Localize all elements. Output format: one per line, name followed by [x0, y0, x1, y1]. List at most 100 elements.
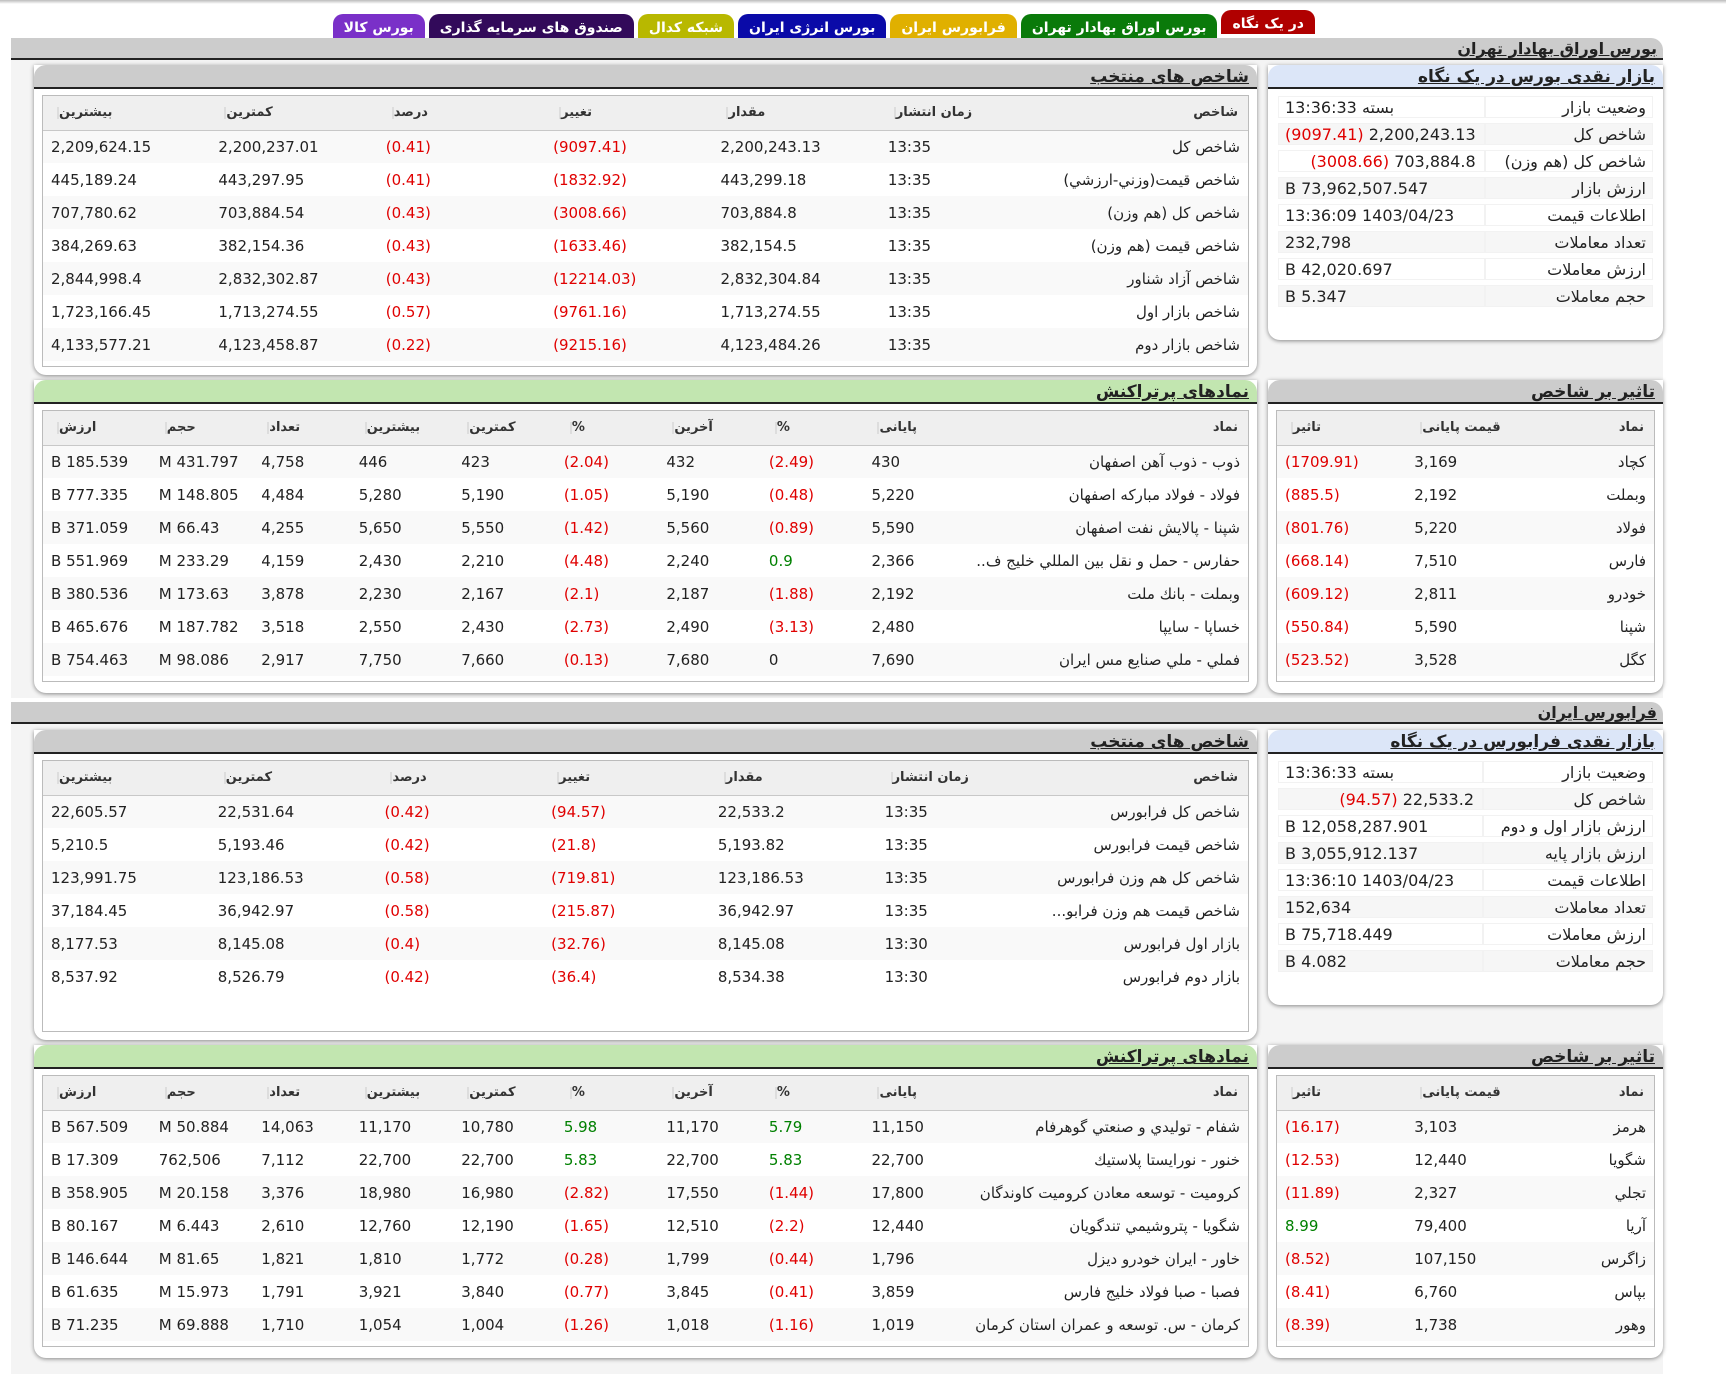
tab-tehran-stock-exchange[interactable]: بورس اوراق بهادار تهران: [1020, 14, 1218, 42]
symbol-cell[interactable]: تجلي: [1524, 1176, 1654, 1209]
column-resize-handle[interactable]: [569, 421, 572, 434]
ifb-active-title[interactable]: نمادهای پرتراکنش: [34, 1045, 1257, 1069]
column-resize-handle[interactable]: [223, 771, 226, 784]
table-row[interactable]: وهور 1,738 (8.39): [1277, 1308, 1654, 1341]
tse-glance-title[interactable]: بازار نقدی بورس در یک نگاه: [1268, 65, 1663, 89]
symbol-cell[interactable]: شاخص بازار دوم: [1024, 328, 1248, 361]
column-header[interactable]: %: [555, 411, 659, 446]
column-resize-handle[interactable]: [57, 106, 59, 119]
column-resize-handle[interactable]: [877, 421, 880, 434]
symbol-cell[interactable]: زاگرس: [1524, 1242, 1654, 1275]
tab-codal[interactable]: شبکه کدال: [637, 14, 734, 42]
symbol-cell[interactable]: شاخص کل: [1024, 130, 1248, 163]
symbol-cell[interactable]: حفارس - حمل و نقل بین المللي خلیج ف..: [976, 551, 1240, 570]
table-row[interactable]: شپنا - پالایش نفت اصفهان 5,590 (0.89) 5,560…: [43, 511, 1248, 544]
symbol-cell[interactable]: فملي - ملي صنايع مس ايران: [950, 643, 1248, 676]
column-header[interactable]: تغییر: [545, 96, 713, 131]
column-header[interactable]: تغییر: [543, 761, 710, 796]
table-row[interactable]: شاخص قیمت هم وزن فرابو... 13:35 36,942.97 (…: [43, 894, 1248, 927]
column-resize-handle[interactable]: [57, 771, 59, 784]
symbol-cell[interactable]: ذوب - ذوب آهن اصفهان: [950, 445, 1248, 478]
column-header[interactable]: کمترین: [210, 96, 378, 131]
column-header[interactable]: شاخص: [1021, 761, 1248, 796]
tab-energy-exchange[interactable]: بورس انرژی ایران: [738, 14, 887, 42]
symbol-cell[interactable]: شپنا - پالایش نفت اصفهان: [950, 511, 1248, 544]
symbol-cell[interactable]: بازار اول فرابورس: [1021, 927, 1248, 960]
symbol-cell[interactable]: وبملت - بانك ملت: [950, 577, 1248, 610]
symbol-cell[interactable]: كروميت - توسعه معادن كروميت كاوندگان: [950, 1176, 1248, 1209]
table-row[interactable]: فملي - ملي صنايع مس ايران 7,690 0 7,680 (0.1…: [43, 643, 1248, 676]
tab-commodity-exchange[interactable]: بورس کالا: [332, 14, 425, 42]
column-header[interactable]: مقدار: [712, 96, 880, 131]
table-row[interactable]: شاخص کل 13:35 2,200,243.13 (9097.41) (0.41) 2…: [43, 130, 1248, 163]
column-resize-handle[interactable]: [774, 421, 777, 434]
symbol-cell[interactable]: فارس: [1608, 551, 1646, 570]
column-header[interactable]: درصد: [377, 96, 546, 131]
column-resize-handle[interactable]: [723, 771, 726, 784]
column-header[interactable]: پایانی: [863, 411, 951, 446]
symbol-cell[interactable]: شاخص آزاد شناور: [1024, 262, 1248, 295]
column-header[interactable]: بیشترین: [43, 761, 210, 796]
table-row[interactable]: کگل 3,528 (523.52): [1277, 643, 1654, 676]
symbol-cell[interactable]: شاخص بازار اول: [1135, 302, 1240, 321]
column-header[interactable]: آخرین: [658, 411, 761, 446]
column-resize-handle[interactable]: [1420, 1086, 1423, 1099]
column-header[interactable]: نماد: [1524, 411, 1654, 446]
column-resize-handle[interactable]: [1291, 1086, 1293, 1099]
ifb-impact-title[interactable]: تاثیر بر شاخص: [1268, 1045, 1663, 1069]
column-header[interactable]: مقدار: [709, 761, 877, 796]
column-header[interactable]: تعداد: [253, 1076, 351, 1111]
column-resize-handle[interactable]: [224, 106, 227, 119]
table-row[interactable]: فصبا - صبا فولاد خليج فارس 3,859 (0.41) 3,8…: [43, 1275, 1248, 1308]
table-row[interactable]: كروميت - توسعه معادن كروميت كاوندگان 17,8…: [43, 1176, 1248, 1209]
table-row[interactable]: خاور - ايران خودرو ديزل 1,796 (0.44) 1,799(…: [43, 1242, 1248, 1275]
column-header[interactable]: کمترین: [209, 761, 377, 796]
table-row[interactable]: خنور - نورايستا پلاستيك 22,700 5.83 22,700 5…: [43, 1143, 1248, 1176]
symbol-cell[interactable]: شاخص کل فرابورس: [1021, 795, 1248, 828]
column-header[interactable]: کمترین: [453, 411, 556, 446]
symbol-cell[interactable]: كرمان - س. توسعه و عمران استان كرمان: [950, 1308, 1248, 1341]
symbol-cell[interactable]: بپاس: [1614, 1282, 1646, 1301]
column-header[interactable]: نماد: [1524, 1076, 1654, 1111]
column-resize-handle[interactable]: [467, 421, 470, 434]
column-resize-handle[interactable]: [559, 106, 562, 119]
table-row[interactable]: وبملت 2,192 (885.5): [1277, 478, 1654, 511]
table-row[interactable]: هرمز 3,103 (16.17): [1277, 1110, 1654, 1143]
column-resize-handle[interactable]: [569, 1086, 572, 1099]
table-row[interactable]: فولاد - فولاد مبارکه اصفهان 5,220 (0.48) 5,…: [43, 478, 1248, 511]
table-row[interactable]: کچاد 3,169 (1709.91): [1277, 445, 1654, 478]
symbol-cell[interactable]: هرمز: [1524, 1110, 1654, 1143]
symbol-cell[interactable]: بازار دوم فرابورس: [1122, 967, 1240, 986]
column-resize-handle[interactable]: [267, 421, 270, 434]
table-row[interactable]: بازار اول فرابورس 13:30 8,145.08 (32.76) (0.…: [43, 927, 1248, 960]
column-resize-handle[interactable]: [364, 1086, 367, 1099]
symbol-cell[interactable]: کچاد: [1524, 445, 1654, 478]
column-header[interactable]: حجم: [150, 1076, 254, 1111]
column-resize-handle[interactable]: [1291, 421, 1293, 434]
tse-impact-title[interactable]: تاثیر بر شاخص: [1268, 380, 1663, 404]
table-row[interactable]: شگویا - پتروشيمي تندگويان 12,440 (2.2) 12,5…: [43, 1209, 1248, 1242]
column-header[interactable]: کمترین: [453, 1076, 556, 1111]
symbol-cell[interactable]: فصبا - صبا فولاد خليج فارس: [1063, 1282, 1240, 1301]
table-row[interactable]: شاخص بازار دوم 13:35 4,123,484.26 (9215.16)…: [43, 328, 1248, 361]
ifb-indices-title[interactable]: شاخص های منتخب: [34, 730, 1257, 754]
symbol-cell[interactable]: آریا: [1625, 1216, 1646, 1235]
symbol-cell[interactable]: شاخص قیمت هم وزن فرابو...: [1051, 901, 1240, 920]
column-resize-handle[interactable]: [557, 771, 560, 784]
table-row[interactable]: فولاد 5,220 (801.76): [1277, 511, 1654, 544]
table-row[interactable]: شاخص قیمت (هم وزن) 13:35 382,154.5 (1633.46…: [43, 229, 1248, 262]
tab-ifb[interactable]: فرابورس ایران: [890, 14, 1017, 42]
column-header[interactable]: بیشترین: [43, 96, 211, 131]
symbol-cell[interactable]: فولاد - فولاد مبارکه اصفهان: [1068, 485, 1240, 504]
tab-funds[interactable]: صندوق های سرمایه گذاری: [428, 14, 634, 42]
column-header[interactable]: %: [555, 1076, 659, 1111]
column-header[interactable]: پایانی: [863, 1076, 951, 1111]
table-row[interactable]: بازار دوم فرابورس 13:30 8,534.38 (36.4) (0.4…: [43, 960, 1248, 993]
tse-indices-title[interactable]: شاخص های منتخب: [34, 65, 1257, 89]
column-header[interactable]: بیشترین: [350, 411, 454, 446]
symbol-cell[interactable]: وهور: [1524, 1308, 1654, 1341]
column-resize-handle[interactable]: [164, 1086, 167, 1099]
column-resize-handle[interactable]: [267, 1086, 270, 1099]
column-resize-handle[interactable]: [164, 421, 167, 434]
column-header[interactable]: قیمت پایانی: [1406, 1076, 1525, 1111]
